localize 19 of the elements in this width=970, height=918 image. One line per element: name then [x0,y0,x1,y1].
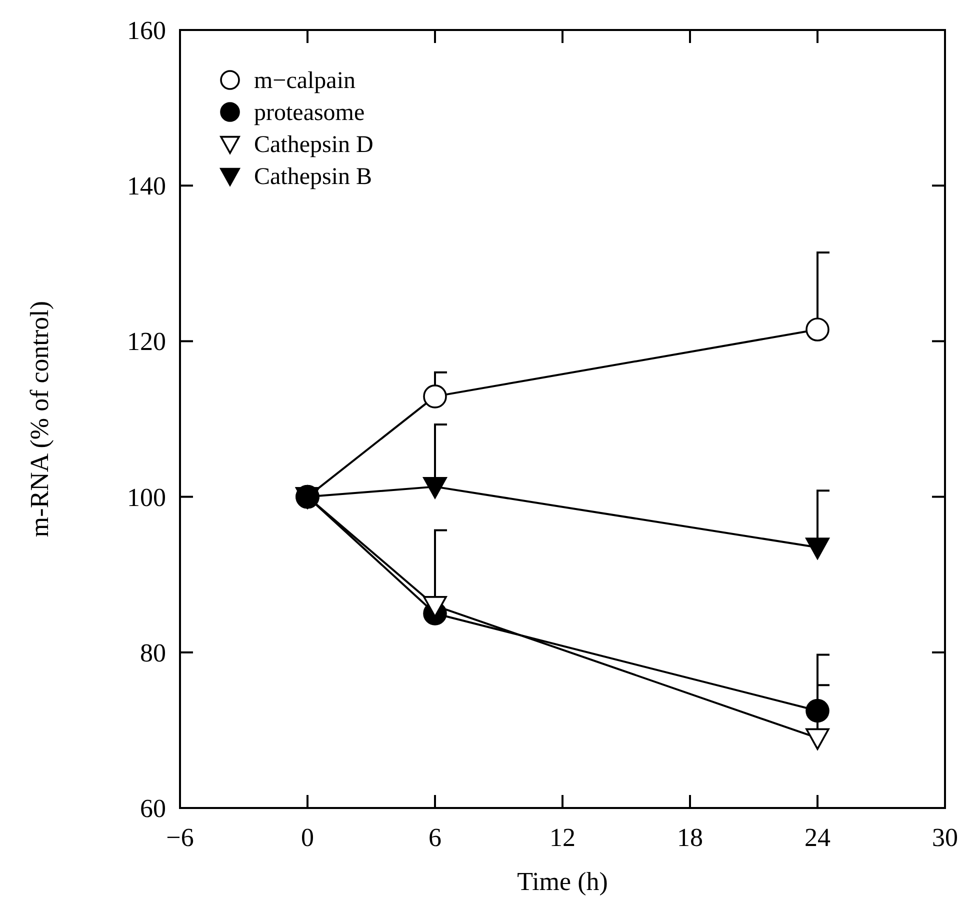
x-tick-label: 18 [677,823,703,852]
x-tick-label: −6 [166,823,194,852]
y-tick-label: 140 [127,172,166,201]
legend-label: Cathepsin D [254,132,374,158]
x-tick-label: 6 [428,823,442,852]
legend-label: proteasome [254,100,365,126]
x-tick-label: 12 [550,823,576,852]
x-axis-title: Time (h) [517,867,608,896]
y-tick-label: 60 [140,794,166,823]
x-tick-label: 30 [932,823,958,852]
x-tick-label: 24 [804,823,830,852]
y-axis-title: m-RNA (% of control) [25,300,54,538]
y-tick-label: 80 [140,638,166,668]
y-tick-label: 160 [127,16,166,45]
legend-label: m−calpain [254,68,356,94]
y-tick-label: 100 [127,482,166,512]
y-tick-label: 120 [127,327,166,356]
legend-label: Cathepsin B [254,164,372,190]
x-tick-label: 0 [301,823,314,852]
